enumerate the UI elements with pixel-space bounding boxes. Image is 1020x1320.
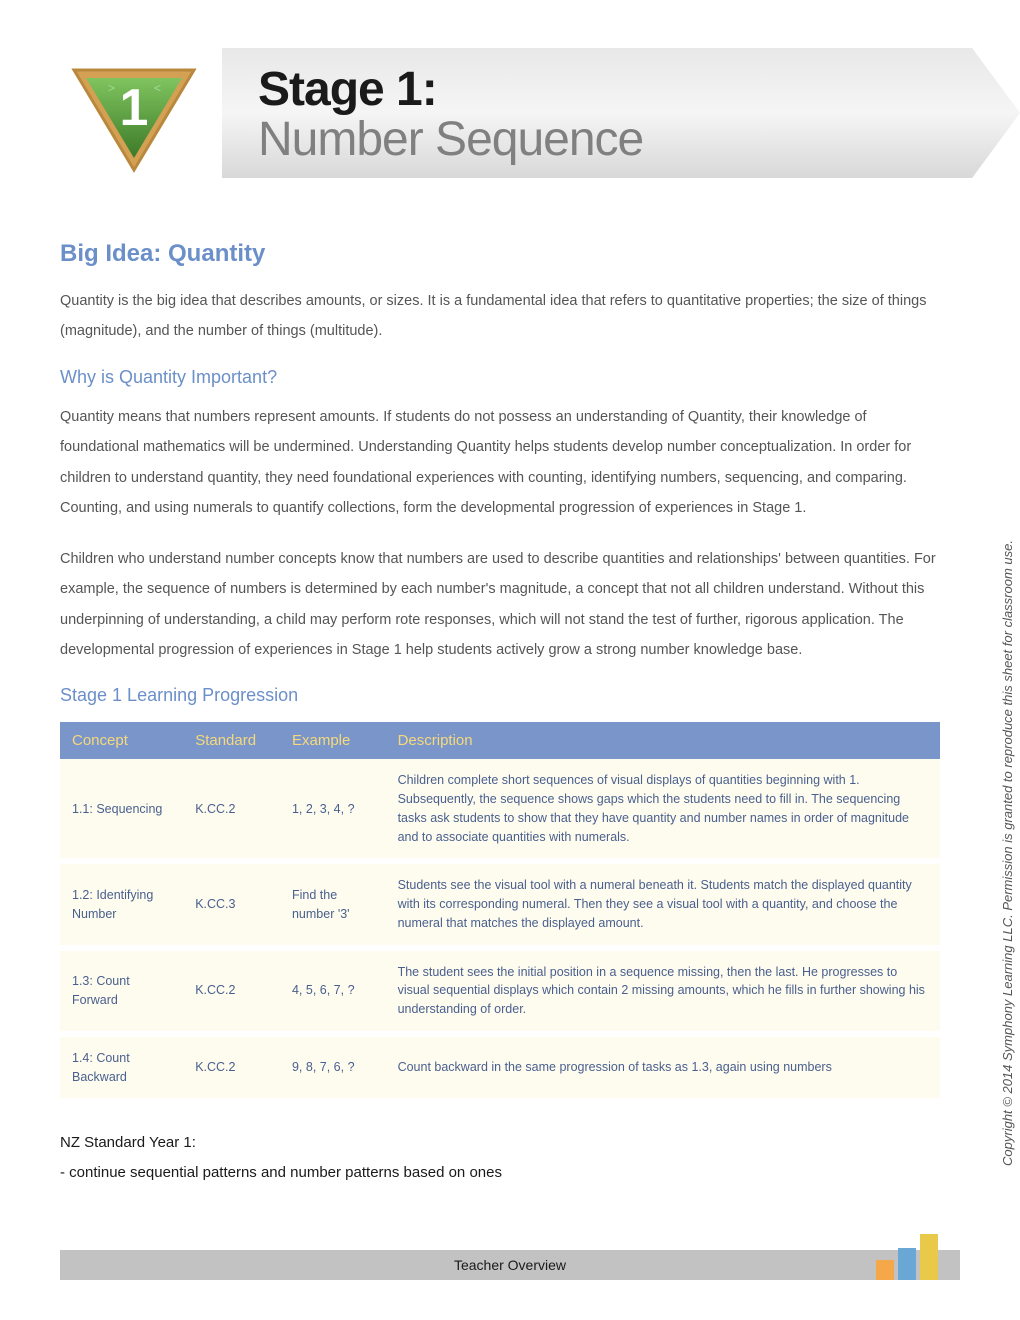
big-idea-heading: Big Idea: Quantity (60, 240, 940, 268)
svg-text:>: > (108, 81, 115, 95)
page: 1 > < Stage 1: Number Sequence Big Idea:… (0, 0, 1020, 1320)
col-header-description: Description (386, 722, 940, 759)
cell-concept: 1.4: Count Backward (60, 1034, 183, 1102)
cell-standard: K.CC.2 (183, 1034, 280, 1102)
svg-text:<: < (154, 81, 161, 95)
content-area: Big Idea: Quantity Quantity is the big i… (60, 240, 940, 1188)
table-row: 1.4: Count BackwardK.CC.29, 8, 7, 6, ?Co… (60, 1034, 940, 1102)
cell-description: Children complete short sequences of vis… (386, 759, 940, 861)
col-header-standard: Standard (183, 722, 280, 759)
cell-concept: 1.2: Identifying Number (60, 861, 183, 947)
table-row: 1.1: SequencingK.CC.21, 2, 3, 4, ?Childr… (60, 759, 940, 861)
footer-bar: Teacher Overview (60, 1250, 960, 1280)
footer-chart-icon (872, 1230, 942, 1280)
why-important-heading: Why is Quantity Important? (60, 367, 940, 388)
col-header-example: Example (280, 722, 386, 759)
badge-number: 1 (120, 79, 149, 137)
title-line2: Number Sequence (258, 112, 643, 167)
nz-standard-title: NZ Standard Year 1: (60, 1128, 940, 1158)
cell-description: Count backward in the same progression o… (386, 1034, 940, 1102)
big-idea-paragraph: Quantity is the big idea that describes … (60, 286, 940, 347)
cell-standard: K.CC.2 (183, 759, 280, 861)
col-header-concept: Concept (60, 722, 183, 759)
why-important-p1: Quantity means that numbers represent am… (60, 402, 940, 524)
progression-table: Concept Standard Example Description 1.1… (60, 722, 940, 1104)
footer-label: Teacher Overview (454, 1257, 566, 1273)
cell-concept: 1.1: Sequencing (60, 759, 183, 861)
copyright-text: Copyright © 2014 Symphony Learning LLC. … (1000, 540, 1015, 1166)
cell-example: Find the number '3' (280, 861, 386, 947)
cell-standard: K.CC.2 (183, 948, 280, 1034)
cell-description: Students see the visual tool with a nume… (386, 861, 940, 947)
cell-example: 1, 2, 3, 4, ? (280, 759, 386, 861)
stage-badge-icon: 1 > < (64, 40, 204, 180)
progression-heading: Stage 1 Learning Progression (60, 685, 940, 706)
cell-example: 9, 8, 7, 6, ? (280, 1034, 386, 1102)
table-row: 1.3: Count ForwardK.CC.24, 5, 6, 7, ?The… (60, 948, 940, 1034)
cell-example: 4, 5, 6, 7, ? (280, 948, 386, 1034)
cell-concept: 1.3: Count Forward (60, 948, 183, 1034)
cell-description: The student sees the initial position in… (386, 948, 940, 1034)
title-line1: Stage 1: (258, 62, 437, 117)
table-row: 1.2: Identifying NumberK.CC.3Find the nu… (60, 861, 940, 947)
nz-standard: NZ Standard Year 1: - continue sequentia… (60, 1128, 940, 1188)
table-header-row: Concept Standard Example Description (60, 722, 940, 759)
cell-standard: K.CC.3 (183, 861, 280, 947)
nz-standard-bullet: - continue sequential patterns and numbe… (60, 1158, 940, 1188)
why-important-p2: Children who understand number concepts … (60, 544, 940, 666)
